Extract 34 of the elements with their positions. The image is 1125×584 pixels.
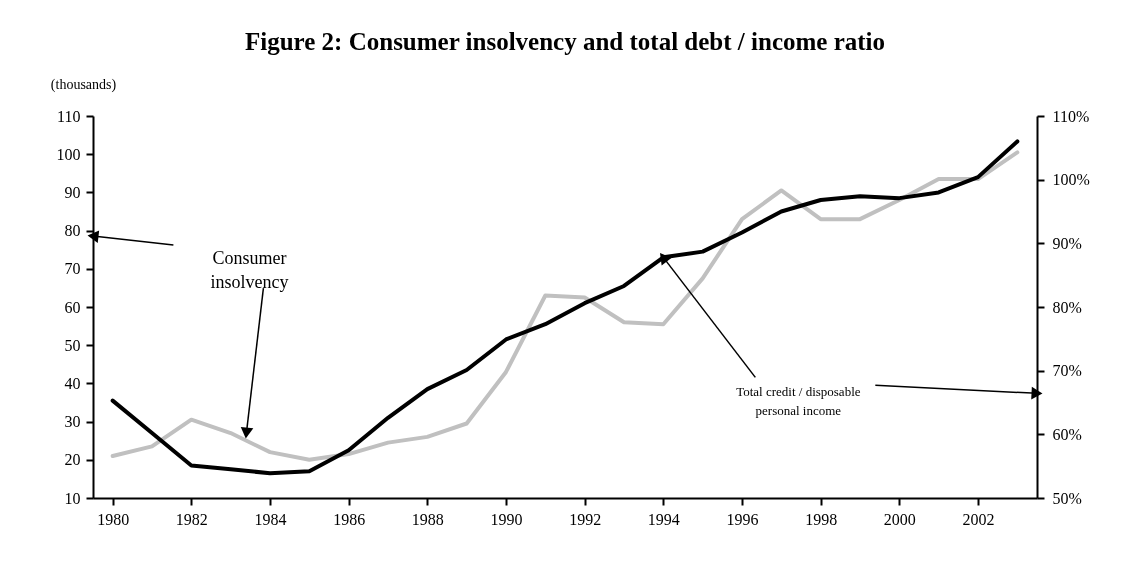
y2-tick-label: 80% bbox=[1052, 298, 1082, 316]
y-tick-label: 100 bbox=[56, 145, 81, 163]
y2-tick-label: 110% bbox=[1052, 107, 1090, 125]
y-tick-label: 20 bbox=[64, 451, 81, 469]
y-axis-title: (thousands) bbox=[50, 76, 117, 93]
annotation: Total credit / disposable personal income bbox=[736, 384, 861, 419]
y-tick-label: 50 bbox=[64, 336, 81, 354]
x-tick-label: 1988 bbox=[411, 510, 444, 528]
y-tick-label: 110 bbox=[57, 107, 81, 125]
chart-title: Figure 2: Consumer insolvency and total debt / income ratio bbox=[244, 28, 886, 55]
x-tick-label: 2002 bbox=[962, 510, 995, 528]
x-tick-label: 1996 bbox=[726, 510, 759, 528]
x-tick-label: 2000 bbox=[883, 510, 916, 528]
y-tick-label: 30 bbox=[64, 413, 81, 431]
annotation: Consumer insolvency bbox=[210, 248, 289, 293]
x-tick-label: 1980 bbox=[97, 510, 130, 528]
y2-tick-label: 100% bbox=[1052, 171, 1090, 189]
x-tick-label: 1984 bbox=[254, 510, 287, 528]
x-tick-label: 1992 bbox=[569, 510, 602, 528]
x-tick-label: 1990 bbox=[490, 510, 523, 528]
y2-tick-label: 50% bbox=[1052, 489, 1082, 507]
y-tick-label: 80 bbox=[64, 222, 81, 240]
y-tick-label: 10 bbox=[64, 489, 81, 507]
y-tick-label: 90 bbox=[64, 183, 81, 201]
y2-tick-label: 60% bbox=[1052, 425, 1082, 443]
y-tick-label: 60 bbox=[64, 298, 81, 316]
x-tick-label: 1982 bbox=[175, 510, 208, 528]
x-tick-label: 1994 bbox=[647, 510, 680, 528]
y-tick-label: 70 bbox=[64, 260, 81, 278]
x-tick-label: 1986 bbox=[333, 510, 366, 528]
y-tick-label: 40 bbox=[64, 374, 81, 392]
x-tick-label: 1998 bbox=[805, 510, 838, 528]
y2-tick-label: 70% bbox=[1052, 362, 1082, 380]
y2-tick-label: 90% bbox=[1052, 234, 1082, 252]
